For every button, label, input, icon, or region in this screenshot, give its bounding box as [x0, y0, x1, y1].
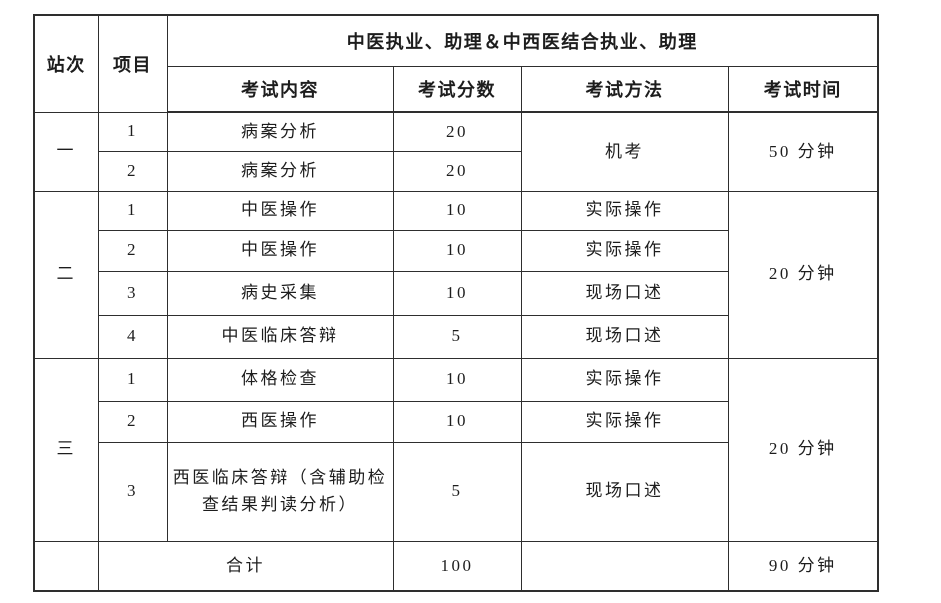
score-cell: 20	[392, 111, 522, 152]
station-1-cell: 一	[33, 111, 99, 192]
score-cell: 5	[392, 441, 522, 542]
item-cell: 1	[97, 190, 168, 231]
header-row-columns: 考试内容 考试分数 考试方法 考试时间	[34, 65, 879, 113]
score-cell: 10	[392, 229, 522, 272]
item-cell: 2	[97, 150, 168, 192]
table-row: 2 病案分析 20	[34, 150, 878, 192]
table-row: 二 1 中医操作 10 实际操作 20 分钟	[33, 190, 879, 359]
content-cell: 中医操作	[166, 229, 394, 272]
score-cell: 20	[392, 150, 522, 192]
header-group-title: 中医执业、助理＆中西医结合执业、助理	[166, 14, 879, 67]
station-2-cell: 二	[33, 190, 99, 359]
total-time-cell: 90 分钟	[727, 540, 879, 592]
score-cell: 10	[392, 400, 522, 443]
method-cell: 实际操作	[520, 229, 729, 272]
content-cell: 体格检查	[166, 357, 394, 402]
method-cell: 实际操作	[520, 400, 729, 443]
table-row: 三 1 体格检查 10 实际操作 20 分钟	[33, 357, 879, 542]
total-label-cell: 合计	[97, 540, 394, 592]
table-row: 3 西医临床答辩（含辅助检查结果判读分析） 5 现场口述	[34, 441, 878, 542]
content-cell: 病史采集	[166, 270, 394, 316]
method-cell-merged: 机考	[520, 111, 729, 192]
method-cell: 现场口述	[520, 314, 729, 359]
time-cell: 20 分钟	[727, 190, 879, 359]
score-cell: 10	[392, 357, 522, 402]
total-score-cell: 100	[392, 540, 522, 592]
footer-empty-station-cell	[33, 540, 99, 592]
header-station: 站次	[33, 14, 99, 113]
content-cell: 西医临床答辩（含辅助检查结果判读分析）	[166, 441, 394, 542]
time-cell: 20 分钟	[727, 357, 879, 542]
method-cell: 现场口述	[520, 270, 729, 316]
method-cell: 实际操作	[520, 190, 729, 231]
content-cell: 西医操作	[166, 400, 394, 443]
content-cell: 病案分析	[166, 150, 394, 192]
item-cell: 3	[97, 270, 168, 316]
header-item: 项目	[97, 14, 168, 113]
exam-schedule-table: 站次 项目 中医执业、助理＆中西医结合执业、助理 考试内容 考试分数 考试方法 …	[33, 14, 879, 592]
score-cell: 10	[392, 270, 522, 316]
station-3-cell: 三	[33, 357, 99, 542]
method-cell: 实际操作	[520, 357, 729, 402]
content-cell: 中医临床答辩	[166, 314, 394, 359]
table-row: 2 中医操作 10 实际操作	[34, 229, 878, 272]
item-cell: 2	[97, 229, 168, 272]
total-row: 合计 100 90 分钟	[33, 540, 879, 592]
score-cell: 10	[392, 190, 522, 231]
table-row: 4 中医临床答辩 5 现场口述	[34, 314, 878, 359]
header-method: 考试方法	[520, 65, 729, 113]
content-cell: 中医操作	[166, 190, 394, 231]
score-cell: 5	[392, 314, 522, 359]
header-row-group: 站次 项目 中医执业、助理＆中西医结合执业、助理	[33, 14, 879, 113]
item-cell: 1	[97, 357, 168, 402]
item-cell: 3	[97, 441, 168, 542]
time-cell: 50 分钟	[727, 111, 879, 192]
item-cell: 1	[97, 111, 168, 152]
header-content: 考试内容	[166, 65, 394, 113]
item-cell: 2	[97, 400, 168, 443]
content-cell: 病案分析	[166, 111, 394, 152]
header-time: 考试时间	[727, 65, 879, 113]
item-cell: 4	[97, 314, 168, 359]
footer-empty-method-cell	[520, 540, 729, 592]
table-row: 一 1 病案分析 20 机考 50 分钟	[33, 111, 879, 192]
table-row: 3 病史采集 10 现场口述	[34, 270, 878, 316]
table-row: 2 西医操作 10 实际操作	[34, 400, 878, 443]
method-cell: 现场口述	[520, 441, 729, 542]
header-score: 考试分数	[392, 65, 522, 113]
